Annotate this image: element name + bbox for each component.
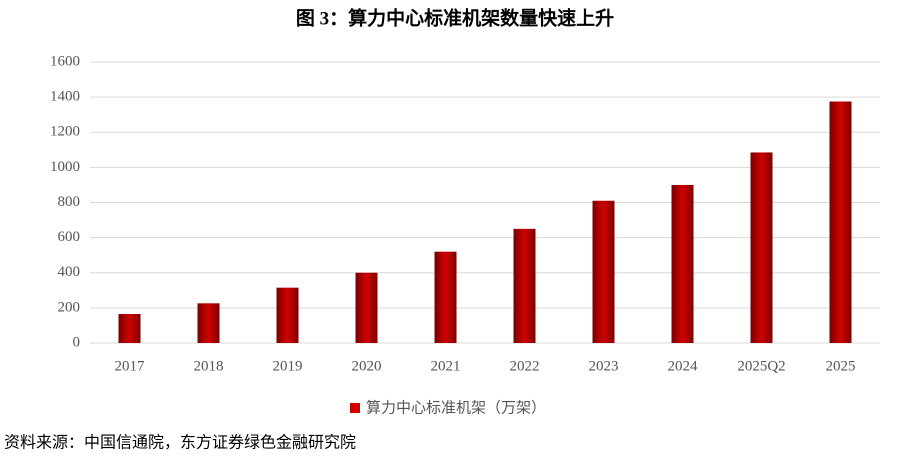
x-tick-label: 2023 (589, 358, 619, 374)
x-tick-label: 2025Q2 (737, 358, 785, 374)
bar (592, 200, 615, 343)
x-tick-label: 2020 (352, 358, 382, 374)
bar (434, 251, 457, 343)
x-tick-label: 2022 (510, 358, 540, 374)
y-tick-label: 0 (73, 334, 81, 350)
bar (671, 184, 694, 343)
bar (513, 228, 536, 343)
bar (750, 152, 773, 343)
legend-swatch (350, 403, 360, 413)
y-tick-label: 1000 (50, 159, 80, 175)
y-tick-label: 1600 (50, 53, 80, 69)
x-tick-label: 2018 (194, 358, 224, 374)
source-note: 资料来源：中国信通院，东方证券绿色金融研究院 (4, 434, 356, 452)
x-tick-label: 2021 (431, 358, 461, 374)
bar (118, 314, 141, 343)
x-tick-label: 2017 (115, 358, 146, 374)
bar (355, 272, 378, 343)
y-tick-label: 200 (58, 299, 81, 315)
legend-label: 算力中心标准机架（万架） (366, 398, 546, 416)
bar (829, 101, 852, 343)
y-tick-label: 800 (58, 194, 81, 210)
x-tick-label: 2024 (668, 358, 699, 374)
bar (276, 287, 299, 343)
bar (197, 303, 220, 343)
x-tick-label: 2019 (273, 358, 303, 374)
chart-title: 图 3：算力中心标准机架数量快速上升 (296, 6, 614, 29)
x-tick-label: 2025 (826, 358, 856, 374)
y-tick-label: 1200 (50, 124, 80, 140)
y-tick-label: 400 (58, 264, 81, 280)
y-tick-label: 600 (58, 229, 81, 245)
y-tick-label: 1400 (50, 89, 80, 105)
